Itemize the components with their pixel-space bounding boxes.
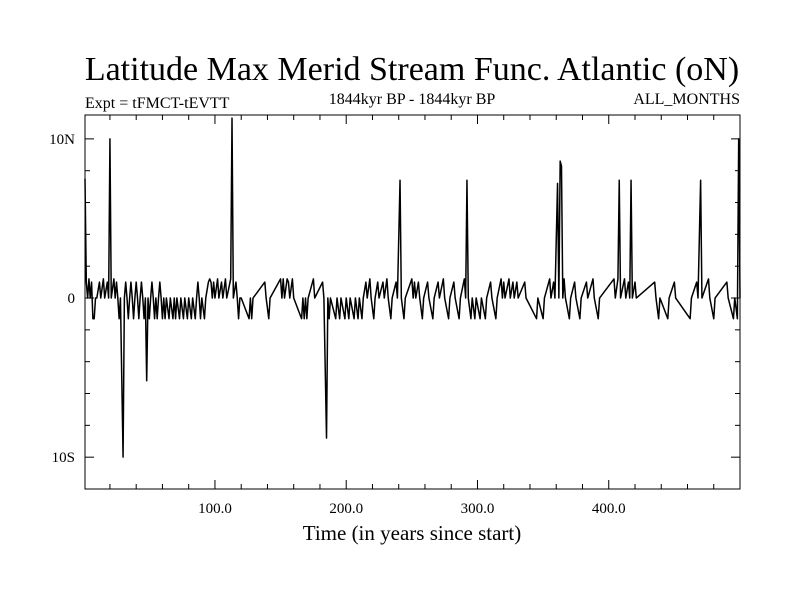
y-tick-label: 10N: [49, 132, 75, 148]
x-tick-label: 400.0: [592, 501, 626, 517]
series-line: [84, 117, 741, 458]
y-tick-label: 10S: [52, 450, 75, 466]
y-axis: 10N 0 10S: [49, 132, 740, 490]
x-tick-label: 300.0: [461, 501, 495, 517]
x-tick-label: 100.0: [198, 501, 232, 517]
plot-frame: [84, 114, 741, 490]
y-tick-label: 0: [68, 291, 76, 307]
chart-title: Latitude Max Merid Stream Func. Atlantic…: [85, 51, 739, 88]
x-tick-label: 200.0: [329, 501, 363, 517]
months-label: ALL_MONTHS: [633, 91, 740, 108]
experiment-label: Expt = tFMCT-tEVTT: [85, 95, 230, 112]
period-label: 1844kyr BP - 1844kyr BP: [329, 91, 496, 108]
x-axis-label: Time (in years since start): [303, 521, 522, 545]
x-axis: 100.0 200.0 300.0 400.0: [109, 115, 715, 517]
series-layer: [84, 117, 741, 458]
